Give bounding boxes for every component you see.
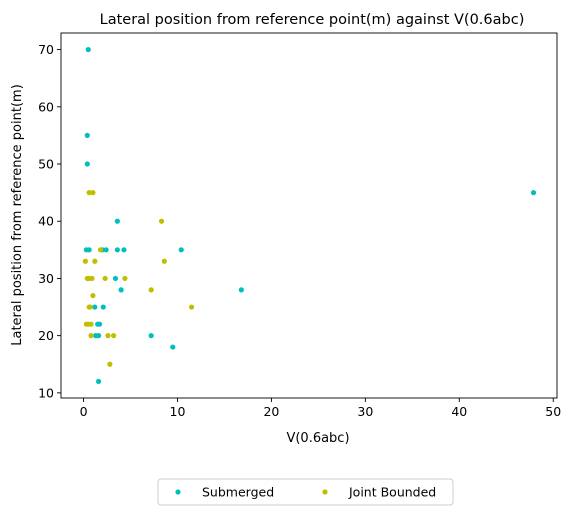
series-joint-bounded: [82, 190, 195, 367]
data-point: [87, 304, 93, 310]
data-point: [84, 161, 90, 167]
y-axis: 10 20 30 40 50 60 70: [38, 42, 61, 400]
y-tick-label: 60: [38, 99, 54, 114]
data-point: [530, 190, 537, 196]
data-point: [97, 247, 104, 253]
data-point: [188, 304, 195, 310]
plot-area: [60, 32, 558, 399]
x-tick-label: 20: [263, 404, 279, 419]
legend-marker: [175, 489, 181, 495]
legend-label: Submerged: [202, 485, 274, 500]
data-point: [86, 190, 92, 196]
data-point: [105, 333, 111, 339]
x-axis-label: V(0.6abc): [286, 431, 349, 446]
data-point: [90, 190, 96, 196]
data-point: [84, 132, 90, 139]
data-point: [86, 247, 92, 253]
y-tick-label: 30: [38, 271, 54, 286]
data-point: [82, 258, 89, 264]
y-axis-label: Lateral position from reference point(m): [10, 84, 25, 346]
data-point: [114, 247, 120, 253]
data-point: [90, 292, 96, 299]
x-tick-label: 50: [545, 404, 561, 419]
x-tick-label: 0: [80, 404, 88, 419]
data-point: [107, 361, 113, 367]
y-tick-label: 70: [38, 42, 54, 57]
data-point: [170, 344, 176, 350]
data-point: [118, 287, 124, 293]
data-point: [102, 275, 108, 282]
data-point: [92, 304, 98, 310]
x-axis: 0 10 20 30 40 50: [80, 398, 561, 419]
y-tick-label: 10: [38, 385, 54, 400]
data-point: [112, 275, 119, 282]
data-point: [178, 247, 184, 253]
legend-label: Joint Bounded: [348, 485, 436, 500]
data-point: [95, 333, 102, 339]
plot-background: [61, 33, 557, 398]
data-point: [121, 247, 127, 253]
legend-box: [157, 478, 454, 506]
legend-marker: [322, 489, 328, 495]
y-tick-label: 40: [38, 214, 54, 229]
series-submerged: [83, 46, 537, 385]
data-point: [114, 218, 120, 224]
y-tick-label: 50: [38, 157, 54, 172]
data-point: [158, 218, 165, 224]
data-point: [148, 287, 154, 293]
data-point: [111, 333, 117, 339]
y-tick-label: 20: [38, 328, 54, 343]
x-tick-label: 30: [357, 404, 373, 419]
data-point: [96, 321, 103, 327]
data-point: [92, 258, 98, 264]
data-point: [85, 46, 91, 53]
data-point: [122, 275, 128, 282]
data-point: [238, 287, 244, 293]
data-point: [95, 378, 102, 385]
data-point: [100, 304, 106, 310]
data-point: [103, 247, 109, 253]
data-point: [88, 333, 94, 339]
data-point: [88, 321, 94, 327]
data-point: [161, 258, 167, 264]
x-tick-label: 10: [170, 404, 186, 419]
x-tick-label: 40: [451, 404, 467, 419]
data-point: [148, 333, 154, 339]
legend: Submerged Joint Bounded: [157, 478, 454, 506]
chart-title: Lateral position from reference point(m)…: [100, 12, 525, 28]
data-point: [86, 275, 92, 282]
plot-frame: [60, 32, 558, 399]
